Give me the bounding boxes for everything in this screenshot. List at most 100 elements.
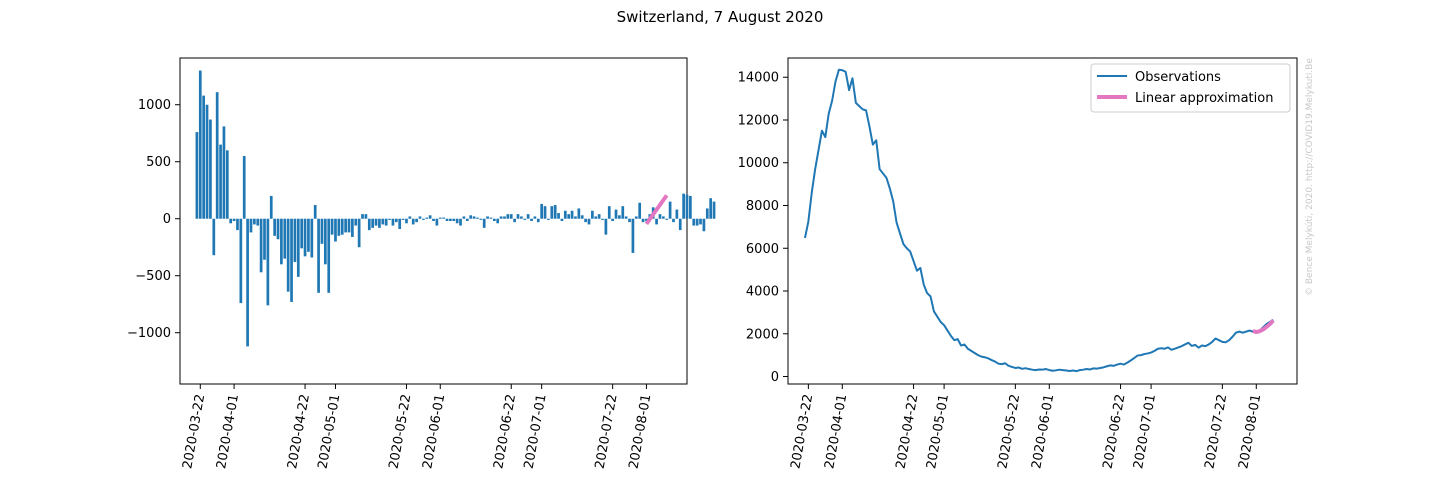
bar xyxy=(580,215,584,219)
bar xyxy=(222,126,226,219)
x-tick-label: 2020-05-22 xyxy=(387,393,415,470)
bar xyxy=(276,218,280,240)
bar xyxy=(405,218,408,224)
bar xyxy=(479,218,483,220)
y-tick-label: −500 xyxy=(135,269,171,284)
bar xyxy=(601,218,604,220)
bar xyxy=(641,218,645,223)
bar xyxy=(547,218,550,220)
bar xyxy=(712,201,716,219)
bar xyxy=(631,218,635,253)
bar xyxy=(638,202,642,219)
bar xyxy=(482,218,486,228)
bar xyxy=(614,209,618,219)
bar xyxy=(672,218,675,223)
bar xyxy=(489,217,493,219)
bar xyxy=(293,218,297,263)
bar xyxy=(449,218,452,221)
bar xyxy=(465,218,469,221)
right-x-axis: 2020-03-22 2020-04-01 2020-04-22 2020-05-01… xyxy=(788,384,1264,470)
bar xyxy=(543,206,547,219)
figure-title: Switzerland, 7 August 2020 xyxy=(617,8,824,26)
y-tick-label: −1000 xyxy=(127,326,171,341)
bar xyxy=(408,216,412,219)
bar xyxy=(317,218,320,293)
bar xyxy=(256,218,260,226)
bar xyxy=(462,216,466,219)
x-tick-label: 2020-04-22 xyxy=(894,393,922,470)
y-tick-label: 0 xyxy=(163,212,171,227)
y-tick-label: 8000 xyxy=(746,199,779,214)
bar xyxy=(689,195,692,219)
bar xyxy=(398,218,402,229)
bar xyxy=(300,218,304,249)
bar xyxy=(560,218,564,221)
bar xyxy=(499,216,503,219)
x-tick-label: 2020-04-22 xyxy=(285,393,313,470)
bar xyxy=(334,218,337,242)
x-tick-label: 2020-05-01 xyxy=(924,393,952,470)
bar xyxy=(327,218,331,293)
x-tick-label: 2020-04-01 xyxy=(214,393,242,470)
bar xyxy=(215,92,219,219)
left-y-axis: −1000 −500 0 500 1000 xyxy=(127,98,180,341)
x-tick-label: 2020-06-01 xyxy=(420,393,448,470)
bar xyxy=(313,205,317,219)
bar xyxy=(249,218,253,233)
bar xyxy=(367,218,371,231)
bar xyxy=(259,218,263,273)
bar xyxy=(695,218,699,226)
bar xyxy=(344,218,347,233)
right-y-axis: 0 2000 4000 6000 8000 10000 12000 14000 xyxy=(738,71,788,385)
bar xyxy=(509,214,513,219)
linear-approximation-line xyxy=(644,194,669,226)
bar xyxy=(415,218,418,223)
bar xyxy=(655,218,658,225)
legend-observations-label: Observations xyxy=(1135,70,1221,85)
bar xyxy=(459,218,462,226)
bar xyxy=(496,218,500,224)
x-tick-label: 2020-04-01 xyxy=(822,393,850,470)
y-tick-label: 12000 xyxy=(738,113,779,128)
y-tick-label: 500 xyxy=(146,155,171,170)
observations-line xyxy=(803,68,1274,373)
bar xyxy=(394,218,398,223)
bar xyxy=(513,218,516,223)
bar xyxy=(198,70,202,219)
x-tick-label: 2020-05-01 xyxy=(316,393,344,470)
bar xyxy=(486,216,489,219)
bar xyxy=(618,215,621,219)
bar xyxy=(530,218,533,221)
x-tick-label: 2020-06-01 xyxy=(1029,393,1057,470)
left-bars xyxy=(195,70,716,347)
bar xyxy=(452,218,456,221)
bar xyxy=(665,218,669,220)
bar xyxy=(310,218,314,258)
x-tick-label: 2020-03-22 xyxy=(180,393,208,470)
bar xyxy=(340,218,344,235)
bar xyxy=(520,216,523,219)
bar xyxy=(232,218,236,221)
bar xyxy=(219,144,222,219)
bar xyxy=(195,132,199,219)
bar xyxy=(678,218,682,231)
bar xyxy=(591,210,594,219)
x-tick-label: 2020-05-22 xyxy=(995,393,1023,470)
bar xyxy=(574,216,577,219)
bar xyxy=(357,218,361,248)
y-tick-label: 1000 xyxy=(138,98,171,113)
bar xyxy=(202,95,206,219)
bar xyxy=(692,218,696,226)
bar xyxy=(540,203,544,219)
bar xyxy=(384,218,388,226)
bar xyxy=(212,218,216,256)
bar-chart-daily-change: −1000 −500 0 500 1000 2020-03-22 2020-04-01 20… xyxy=(127,57,716,470)
bar xyxy=(374,218,378,226)
y-tick-label: 0 xyxy=(771,370,779,385)
bar xyxy=(476,217,479,219)
bar xyxy=(418,216,422,219)
bar xyxy=(557,213,560,219)
bar xyxy=(280,218,283,265)
bar xyxy=(536,218,540,223)
bar xyxy=(347,218,351,233)
